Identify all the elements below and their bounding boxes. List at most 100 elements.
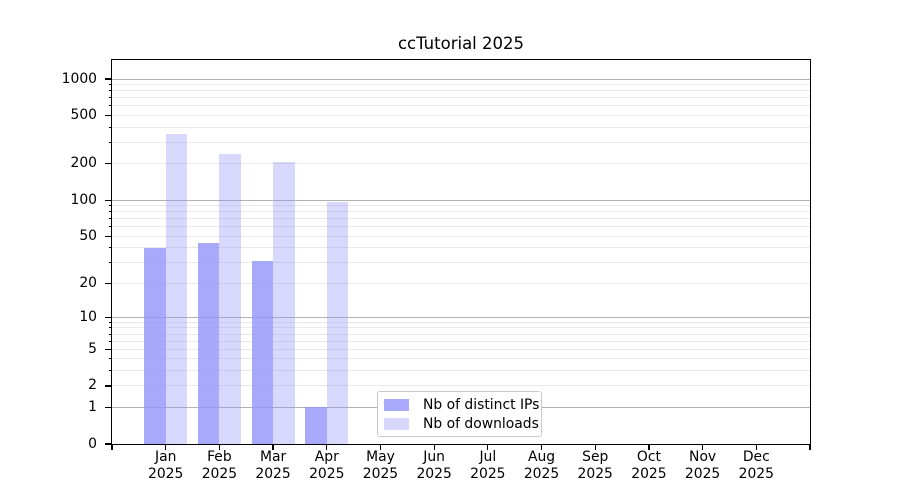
legend-item-distinct-ips: Nb of distinct IPs: [384, 397, 539, 413]
y-minor-tick: [108, 262, 112, 264]
y-minor-tick: [108, 226, 112, 228]
x-tick: [433, 445, 435, 450]
y-gridline-minor: [112, 262, 810, 264]
x-label-month: Dec: [742, 449, 770, 465]
y-tick: [105, 78, 112, 80]
x-tick: [165, 445, 167, 450]
x-tick-label-feb: Feb 2025: [187, 449, 251, 482]
y-minor-tick: [108, 126, 112, 128]
y-tick-label: 20: [79, 274, 97, 291]
x-label-month: Jul: [479, 449, 497, 465]
y-gridline-minor: [112, 333, 810, 335]
y-minor-tick: [108, 97, 112, 99]
bar-downloads-jan: [165, 133, 188, 444]
y-minor-tick: [108, 358, 112, 360]
y-minor-tick: [108, 205, 112, 207]
y-gridline-minor: [112, 218, 810, 220]
y-gridline-minor: [112, 235, 810, 237]
y-tick: [105, 385, 112, 387]
y-gridline-minor: [112, 163, 810, 165]
y-gridline-minor: [112, 205, 810, 207]
bar-distinct-ips-apr: [305, 407, 327, 444]
x-tick-label-dec: Dec 2025: [724, 449, 788, 482]
x-label-year: 2025: [255, 465, 291, 482]
x-label-month: Nov: [689, 449, 717, 465]
y-tick-label: 500: [70, 107, 97, 124]
x-label-year: 2025: [362, 465, 399, 482]
bar-distinct-ips-feb: [197, 242, 220, 444]
x-tick-label-jun: Jun 2025: [402, 449, 466, 482]
y-gridline-minor: [112, 385, 810, 387]
y-minor-tick: [108, 105, 112, 107]
bar-distinct-ips-jan: [144, 247, 166, 444]
x-tick-label-oct: Oct 2025: [617, 449, 681, 482]
x-tick: [648, 445, 650, 450]
x-tick: [326, 445, 328, 450]
legend-item-downloads: Nb of downloads: [384, 416, 539, 432]
x-label-year: 2025: [577, 465, 613, 482]
x-label-month: Apr: [314, 449, 339, 465]
x-tick-label-mar: Mar 2025: [241, 449, 305, 482]
y-tick-label: 100: [70, 191, 97, 208]
y-tick: [105, 316, 112, 318]
x-tick-label-may: May 2025: [348, 449, 412, 482]
x-tick: [809, 445, 811, 450]
y-minor-tick: [108, 211, 112, 213]
y-minor-tick: [108, 340, 112, 342]
x-label-year: 2025: [684, 465, 721, 482]
y-tick-label: 1: [88, 398, 97, 415]
x-tick-label-nov: Nov 2025: [671, 449, 735, 482]
x-tick: [218, 445, 220, 450]
x-tick: [272, 445, 274, 450]
y-minor-tick: [108, 370, 112, 372]
x-label-month: Jan: [154, 449, 177, 465]
y-gridline-minor: [112, 321, 810, 323]
x-tick: [702, 445, 704, 450]
x-tick: [755, 445, 757, 450]
bar-downloads-apr: [326, 202, 349, 444]
y-gridline-minor: [112, 282, 810, 284]
x-label-year: 2025: [470, 465, 506, 482]
y-minor-tick: [108, 90, 112, 92]
y-minor-tick: [108, 247, 112, 249]
y-gridline-major: [112, 78, 810, 80]
chart-title: ccTutorial 2025: [397, 34, 525, 53]
x-tick: [111, 445, 113, 450]
y-tick-label: 2: [88, 377, 97, 394]
bar-distinct-ips-mar: [251, 260, 274, 444]
y-gridline-minor: [112, 97, 810, 99]
legend-swatch-distinct-ips: [384, 398, 409, 411]
legend-swatch-downloads: [384, 417, 409, 430]
plot-area: [111, 59, 811, 445]
x-tick-label-jan: Jan 2025: [134, 449, 198, 482]
legend-label-distinct-ips: Nb of distinct IPs: [423, 396, 540, 413]
y-tick: [105, 163, 112, 165]
y-gridline-minor: [112, 327, 810, 329]
y-gridline-minor: [112, 340, 810, 342]
x-label-year: 2025: [309, 465, 345, 482]
y-minor-tick: [108, 333, 112, 335]
y-tick: [105, 235, 112, 237]
y-gridline-minor: [112, 105, 810, 107]
x-tick-label-aug: Aug 2025: [510, 449, 574, 482]
x-label-month: Sep: [582, 449, 609, 465]
x-tick: [379, 445, 382, 450]
x-tick-label-apr: Apr 2025: [295, 449, 359, 482]
y-gridline-minor: [112, 247, 810, 249]
x-label-month: Mar: [259, 449, 287, 465]
y-minor-tick: [108, 327, 112, 329]
y-tick-label: 10: [79, 308, 97, 325]
y-minor-tick: [108, 218, 112, 220]
x-label-month: Aug: [527, 449, 556, 465]
x-label-year: 2025: [416, 465, 452, 482]
x-label-year: 2025: [148, 465, 184, 482]
y-gridline-minor: [112, 211, 810, 213]
x-label-month: Feb: [207, 449, 232, 465]
y-gridline-minor: [112, 358, 810, 360]
y-tick-label: 200: [70, 155, 97, 172]
y-tick: [105, 406, 112, 408]
y-tick-label: 1000: [61, 70, 97, 87]
x-label-month: Jun: [423, 449, 445, 465]
legend: Nb of distinct IPs Nb of downloads: [377, 391, 542, 437]
